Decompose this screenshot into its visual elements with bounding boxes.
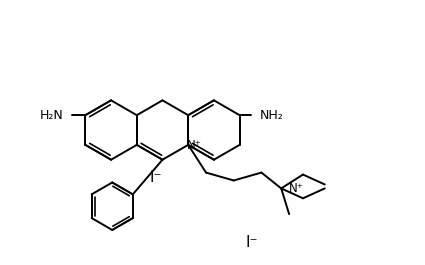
Text: NH₂: NH₂ — [259, 109, 283, 122]
Text: N⁺: N⁺ — [289, 182, 304, 195]
Text: N⁺: N⁺ — [187, 139, 202, 152]
Text: H₂N: H₂N — [40, 109, 64, 122]
Text: I⁻: I⁻ — [245, 235, 258, 250]
Text: I⁻: I⁻ — [149, 170, 162, 185]
